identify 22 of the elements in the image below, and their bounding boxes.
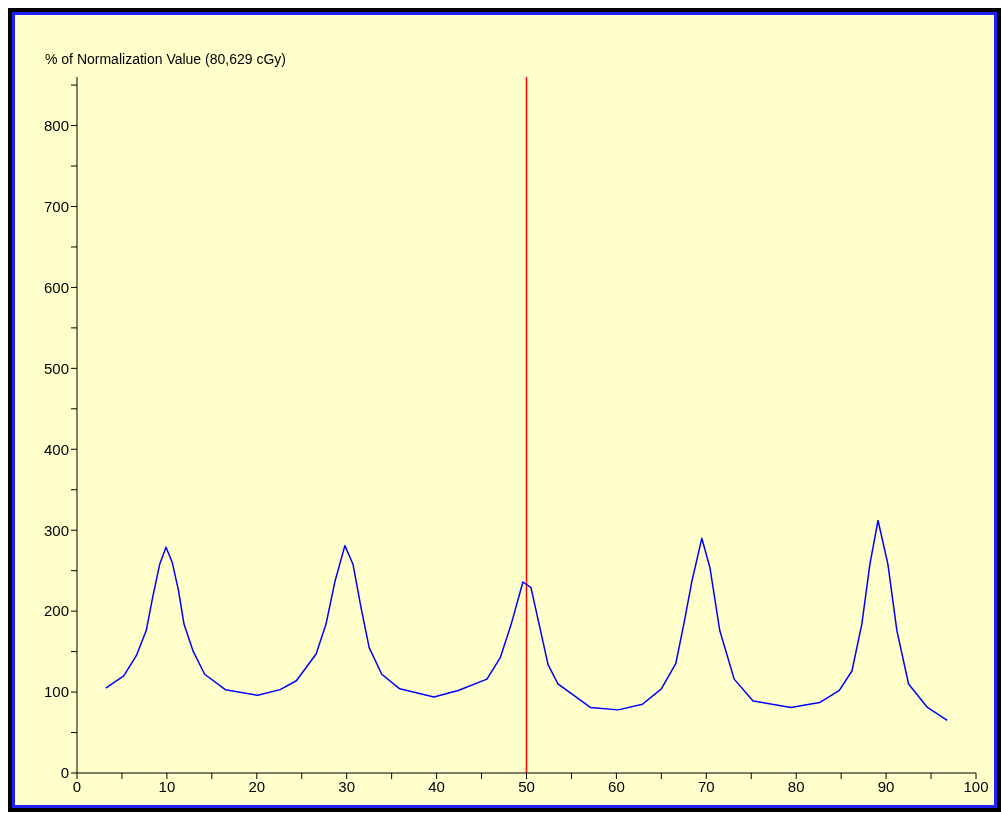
x-tick-label: 100 bbox=[963, 777, 989, 795]
line-series bbox=[105, 519, 948, 722]
x-tick-label: 60 bbox=[608, 777, 625, 795]
x-tick-label: 0 bbox=[72, 777, 82, 795]
x-tick-label: 20 bbox=[248, 777, 266, 795]
x-tick-label: 10 bbox=[158, 777, 176, 795]
y-tick-label: 100 bbox=[43, 683, 69, 701]
x-tick-label: 30 bbox=[338, 777, 356, 795]
y-tick-label: 600 bbox=[43, 278, 69, 296]
y-tick-label: 400 bbox=[43, 440, 69, 458]
y-tick-label: 0 bbox=[60, 764, 69, 782]
x-tick-label: 90 bbox=[877, 777, 895, 795]
y-tick-label: 800 bbox=[43, 116, 69, 134]
x-tick-label: 70 bbox=[697, 777, 715, 795]
x-tick-label: 40 bbox=[428, 777, 445, 795]
x-tick-label: 80 bbox=[787, 777, 805, 795]
y-tick-label: 500 bbox=[43, 359, 69, 377]
y-tick-label: 700 bbox=[43, 197, 69, 215]
x-tick-label: 50 bbox=[518, 777, 535, 795]
y-tick-label: 300 bbox=[43, 521, 69, 539]
y-axis-title: % of Normalization Value (80,629 cGy) bbox=[45, 51, 286, 67]
y-tick-label: 200 bbox=[43, 602, 69, 620]
